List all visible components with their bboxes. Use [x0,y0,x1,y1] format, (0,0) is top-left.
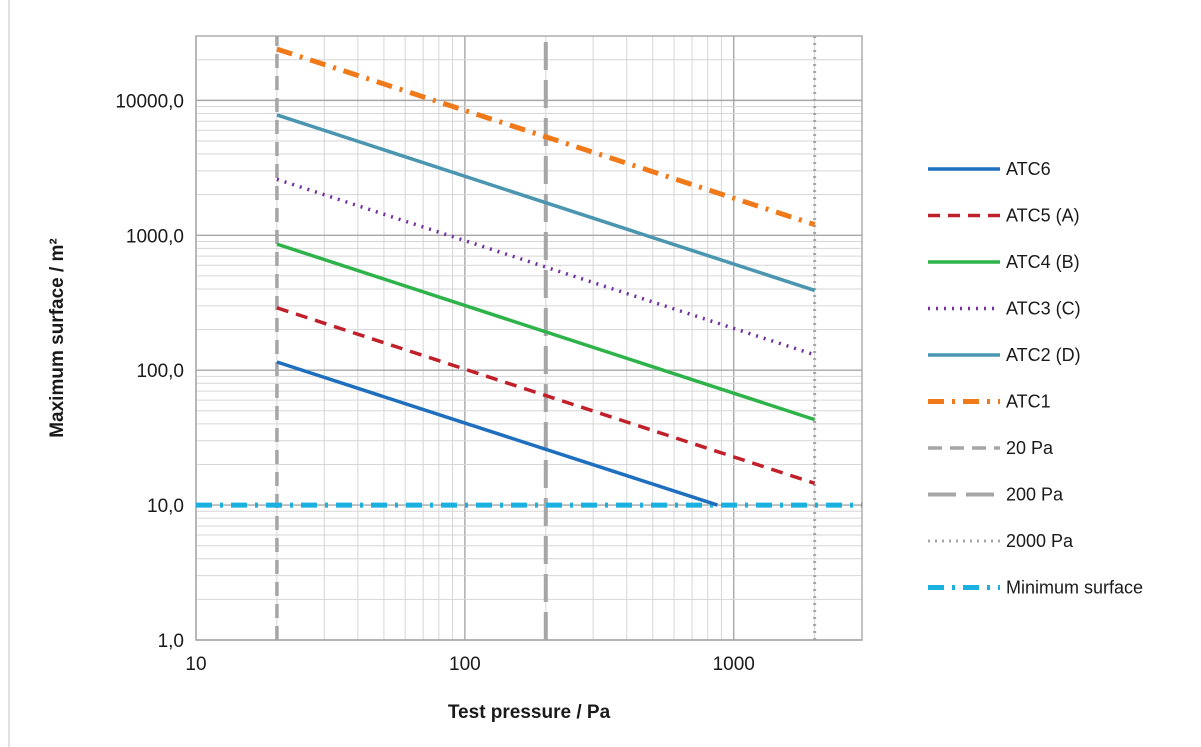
y-tick-label: 10000,0 [115,91,184,112]
legend-label-7: 200 Pa [1006,485,1064,505]
legend-label-0: ATC6 [1006,159,1051,179]
reference-lines [196,36,862,640]
y-axis-title: Maximum surface / m² [47,238,68,438]
legend-label-2: ATC4 (B) [1006,252,1080,272]
legend-label-8: 2000 Pa [1006,531,1074,551]
legend-label-5: ATC1 [1006,392,1051,412]
plot-frame [196,36,862,640]
legend-label-4: ATC2 (D) [1006,345,1081,365]
x-tick-label: 10 [185,654,206,675]
legend-label-3: ATC3 (C) [1006,299,1081,319]
y-tick-label: 100,0 [136,361,184,382]
x-tick-labels: 10 100 1000 [185,654,754,675]
legend-label-9: Minimum surface [1006,578,1143,598]
legend-label-6: 20 Pa [1006,438,1054,458]
grid [196,36,862,640]
y-tick-label: 1000,0 [126,226,184,247]
legend: ATC6 ATC5 (A) ATC4 (B) ATC3 (C) ATC2 (D) ATC1… [928,159,1143,598]
legend-label-1: ATC5 (A) [1006,206,1080,226]
y-tick-labels: 1,0 10,0 100,0 1000,0 10000,0 [115,91,184,652]
x-tick-label: 1000 [713,654,755,675]
x-tick-label: 100 [449,654,481,675]
y-tick-label: 10,0 [147,496,184,517]
x-axis-title: Test pressure / Pa [448,702,611,723]
y-tick-label: 1,0 [158,631,184,652]
